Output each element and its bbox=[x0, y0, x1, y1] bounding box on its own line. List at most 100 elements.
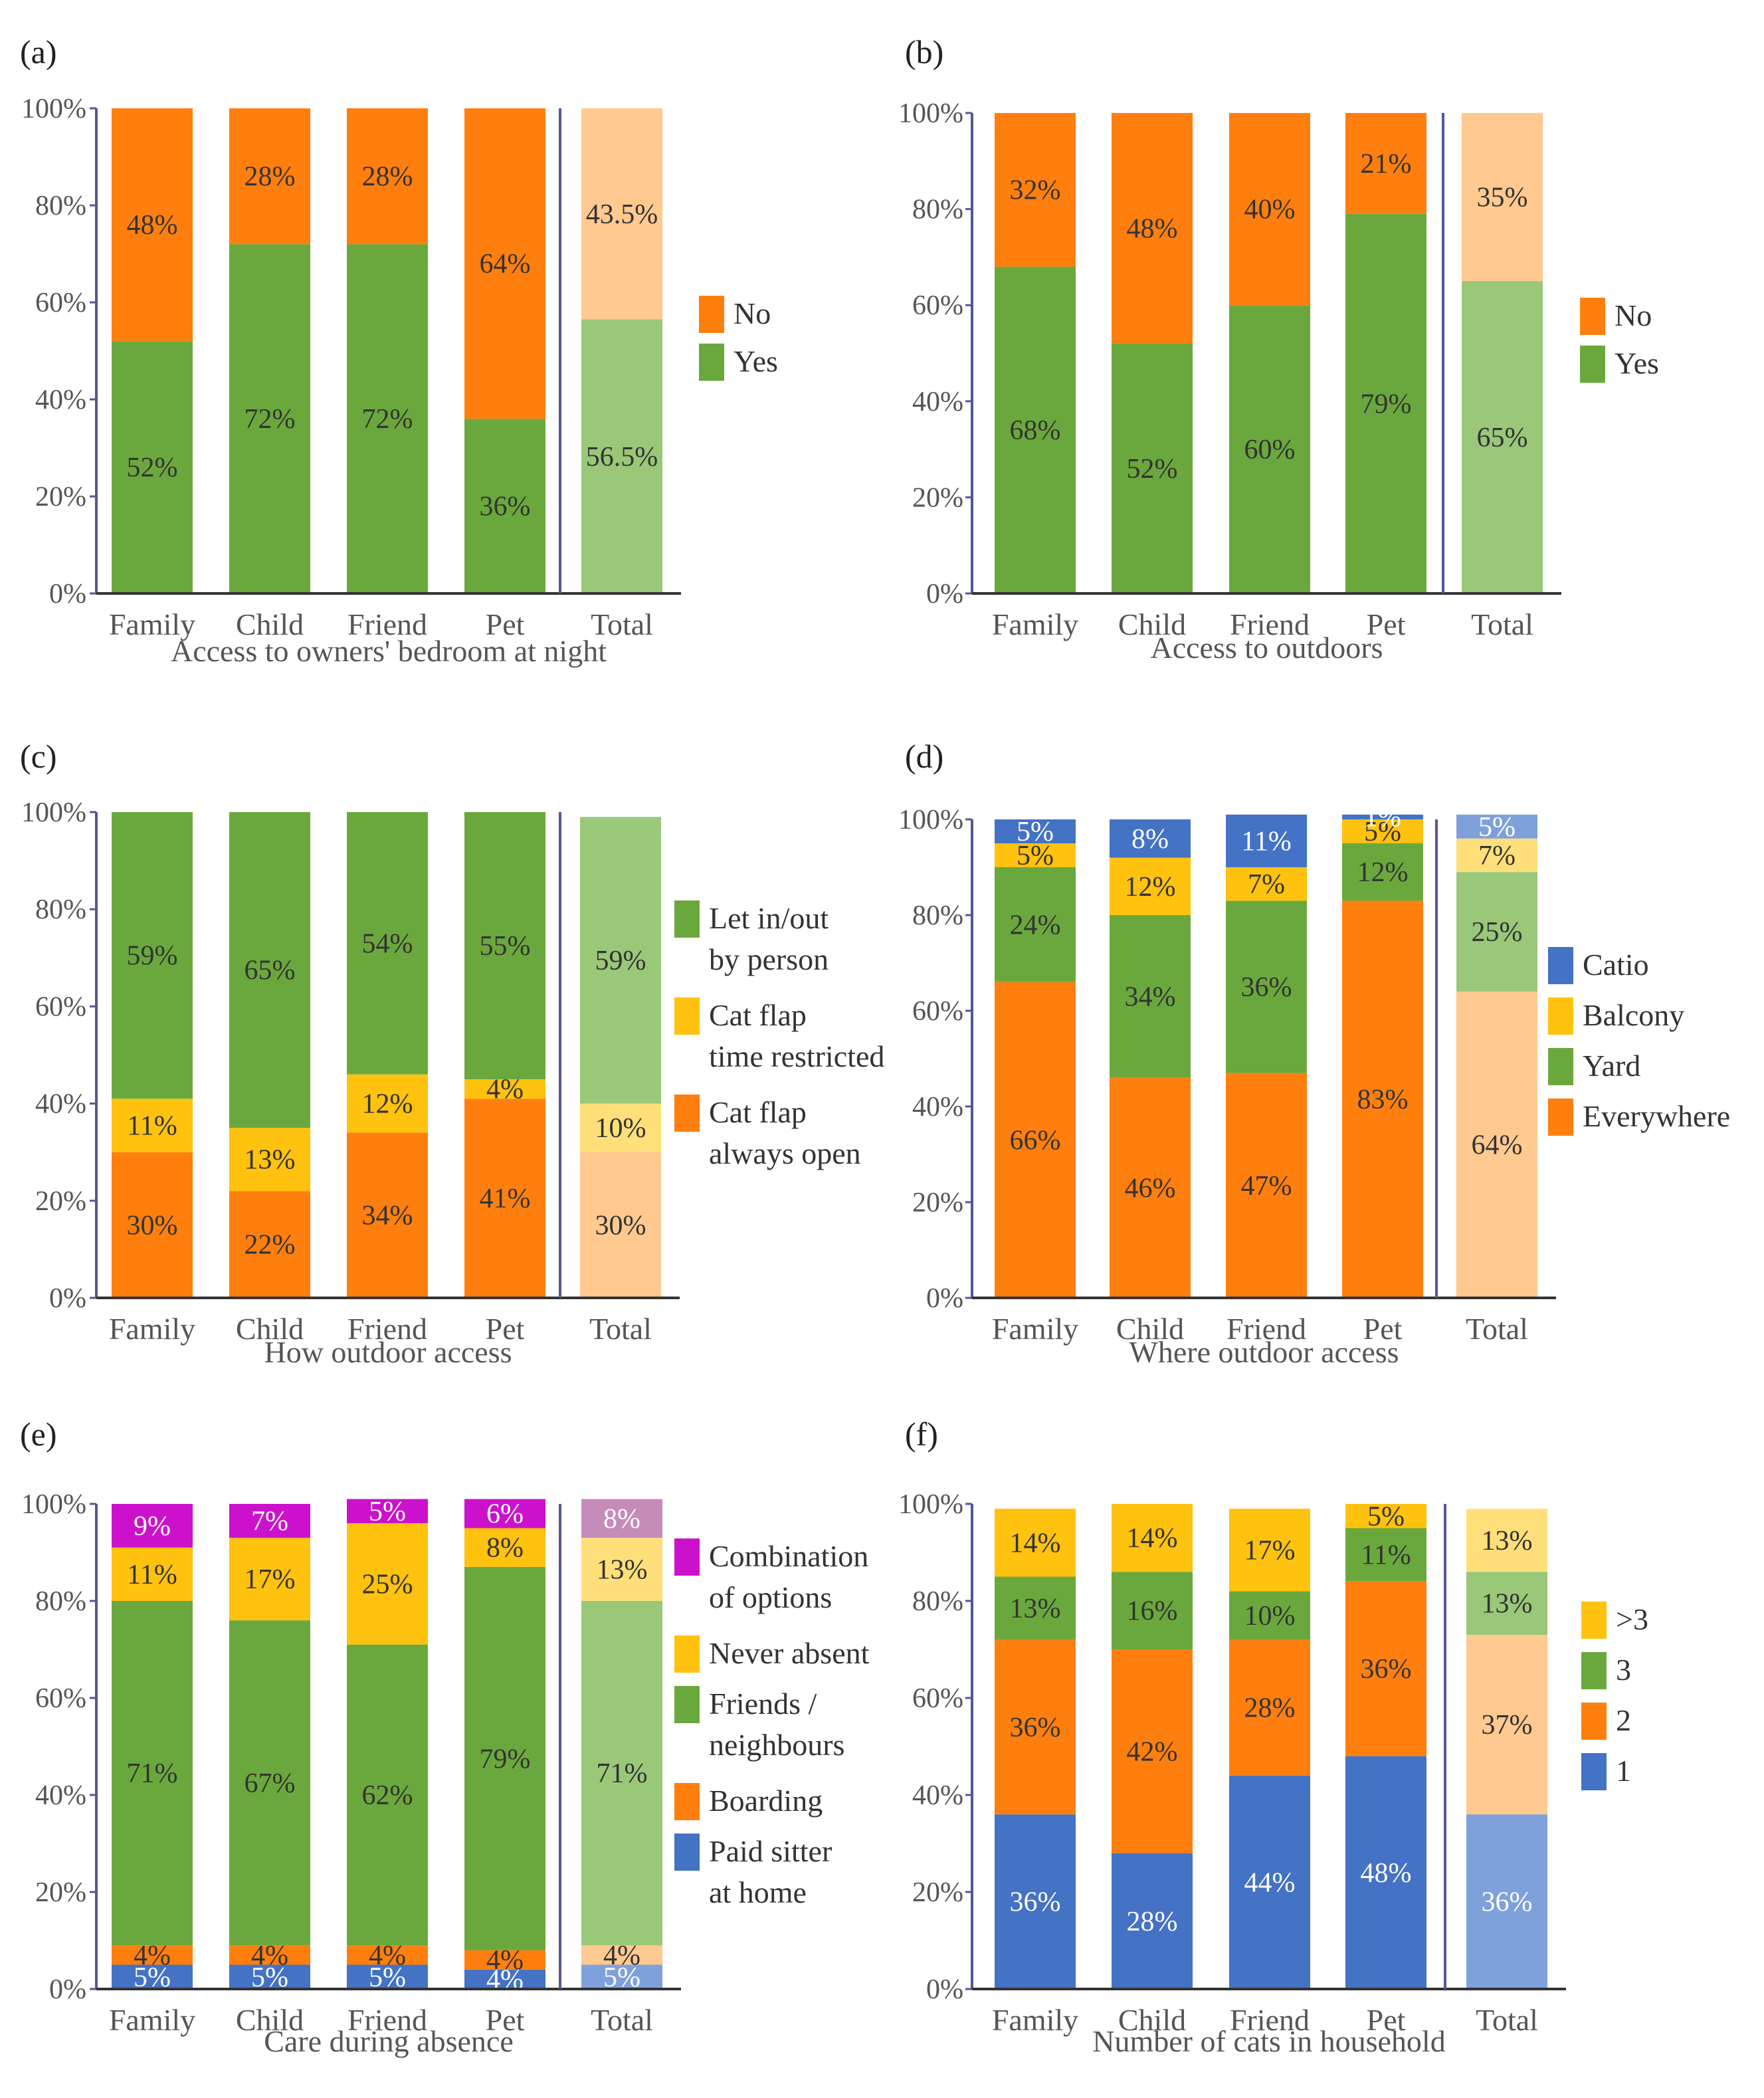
data-label: 30% bbox=[595, 1210, 646, 1241]
y-tick-label: 0% bbox=[926, 579, 963, 609]
bar-segment-total-everywhere bbox=[1456, 992, 1537, 1298]
data-label: 13% bbox=[597, 1555, 648, 1586]
data-label: 79% bbox=[480, 1744, 531, 1774]
bar-segment-total-friends-neighbours bbox=[581, 1601, 662, 1946]
data-label: 17% bbox=[245, 1564, 296, 1595]
x-tick-label: Total bbox=[589, 1312, 652, 1346]
legend-label: Everywhere bbox=[1583, 1099, 1730, 1133]
y-tick-label: 20% bbox=[35, 1877, 86, 1908]
legend-label: Balcony bbox=[1583, 998, 1684, 1032]
legend-swatch bbox=[674, 1834, 700, 1871]
bar-segment-friend-combination-of-options bbox=[347, 1499, 428, 1524]
bar-segment-pet-2 bbox=[1345, 1581, 1426, 1756]
x-tick-label: Family bbox=[109, 2003, 195, 2037]
legend-label: Yard bbox=[1583, 1049, 1640, 1083]
data-label: 8% bbox=[603, 1504, 640, 1534]
legend-item: Cat flap time restricted bbox=[674, 997, 884, 1073]
data-label: 14% bbox=[1010, 1528, 1061, 1558]
bar-segment-total-no bbox=[1462, 113, 1543, 282]
bar-segment-family-yes bbox=[995, 266, 1076, 593]
legend-item: Yes bbox=[1580, 346, 1659, 383]
x-tick-label: Friend bbox=[1226, 1312, 1306, 1346]
data-label: 68% bbox=[1010, 415, 1061, 446]
data-label: 37% bbox=[1482, 1710, 1533, 1740]
data-label: 34% bbox=[1125, 982, 1176, 1012]
bar-segment-total-yard bbox=[1456, 872, 1537, 992]
data-label: 36% bbox=[1241, 972, 1292, 1003]
legend-swatch bbox=[1548, 1048, 1573, 1085]
legend-label-line2: at home bbox=[709, 1875, 807, 1909]
data-label: 59% bbox=[595, 946, 646, 976]
legend-swatch bbox=[699, 296, 724, 333]
bar-segment-pet-yard bbox=[1342, 843, 1423, 901]
y-tick-label: 80% bbox=[912, 195, 963, 225]
data-label: 65% bbox=[245, 956, 296, 986]
x-axis-title: Access to owners' bedroom at night bbox=[171, 634, 607, 668]
data-label: 16% bbox=[1127, 1596, 1178, 1627]
bar-segment-pet-1 bbox=[1345, 1756, 1426, 1989]
bar-segment-family-yes bbox=[112, 341, 193, 593]
data-label: 13% bbox=[1482, 1589, 1533, 1620]
data-label: 72% bbox=[362, 404, 413, 435]
legend-swatch bbox=[674, 1538, 700, 1576]
bar-segment-total-never-absent bbox=[581, 1538, 662, 1601]
x-tick-label: Total bbox=[1471, 607, 1533, 641]
y-tick-label: 100% bbox=[21, 1489, 86, 1520]
y-tick-label: 0% bbox=[49, 1974, 86, 2005]
bar-segment-child-friends-neighbours bbox=[229, 1620, 310, 1946]
bar-segment-friend-2 bbox=[1229, 1639, 1310, 1776]
legend-item: Balcony bbox=[1548, 997, 1684, 1035]
chart-panel-a: (a) 0% 20% 40% 60% 80% 100% 52% 48% Family 72% 28% C… bbox=[20, 33, 778, 668]
bar-segment-friend-yes bbox=[347, 244, 428, 593]
bar-segment-child-combination-of-options bbox=[229, 1504, 310, 1538]
data-label: 4% bbox=[134, 1941, 171, 1971]
data-label: 59% bbox=[127, 941, 178, 972]
bar-segment-child-never-absent bbox=[229, 1538, 310, 1621]
legend-item: 2 bbox=[1581, 1703, 1631, 1740]
data-label: 14% bbox=[1127, 1523, 1178, 1554]
data-label: 52% bbox=[1127, 454, 1178, 484]
data-label: 13% bbox=[1482, 1526, 1533, 1556]
legend-item: 3 bbox=[1581, 1652, 1631, 1689]
panel-label: (b) bbox=[905, 33, 943, 70]
data-label: 22% bbox=[245, 1230, 296, 1261]
bar-segment-pet-cat-flap-always-open bbox=[464, 1099, 545, 1298]
bar-segment-friend-yes bbox=[1229, 305, 1310, 593]
y-tick-label: 40% bbox=[912, 387, 963, 417]
bar-segment-family-1 bbox=[995, 1814, 1076, 1989]
legend-label: >3 bbox=[1616, 1602, 1648, 1636]
panel-label: (e) bbox=[20, 1416, 57, 1453]
data-label: 4% bbox=[486, 1945, 524, 1976]
x-tick-label: Pet bbox=[1367, 607, 1406, 641]
legend-swatch bbox=[674, 1635, 700, 1673]
bar-segment-family-combination-of-options bbox=[112, 1504, 193, 1548]
x-tick-label: Child bbox=[1118, 607, 1186, 641]
bar-segment-pet-combination-of-options bbox=[464, 1499, 545, 1528]
bar-segment-total-cat-flap-always-open bbox=[580, 1152, 661, 1298]
legend-item: Yes bbox=[699, 344, 778, 381]
x-tick-label: Friend bbox=[1230, 2003, 1310, 2037]
chart-panel-c: (c) 0% 20% 40% 60% 80% 100% 30% 11% 59% Family 22% 1… bbox=[20, 738, 884, 1369]
legend-swatch bbox=[1548, 997, 1573, 1035]
legend-label: Catio bbox=[1583, 948, 1649, 982]
bar-segment-pet-balcony bbox=[1342, 819, 1423, 843]
y-tick-label: 60% bbox=[35, 992, 86, 1022]
legend-label-line2: time restricted bbox=[709, 1039, 884, 1073]
x-tick-label: Child bbox=[236, 607, 304, 641]
panel-label: (f) bbox=[905, 1416, 938, 1453]
data-label: 54% bbox=[362, 928, 413, 959]
data-label: 5% bbox=[1364, 817, 1401, 847]
legend-label-line2: always open bbox=[709, 1136, 861, 1170]
bar-segment-child-balcony bbox=[1110, 857, 1191, 915]
legend-label: No bbox=[1615, 298, 1652, 332]
y-tick-label: 40% bbox=[35, 385, 86, 415]
x-tick-label: Pet bbox=[486, 1312, 525, 1346]
x-tick-label: Family bbox=[992, 1312, 1078, 1346]
panel-label: (d) bbox=[905, 738, 943, 775]
data-label: 12% bbox=[362, 1089, 413, 1120]
x-tick-label: Family bbox=[992, 2003, 1078, 2037]
y-tick-label: 80% bbox=[35, 1586, 86, 1617]
legend-swatch bbox=[1548, 947, 1573, 984]
data-label: 11% bbox=[1361, 1540, 1411, 1571]
